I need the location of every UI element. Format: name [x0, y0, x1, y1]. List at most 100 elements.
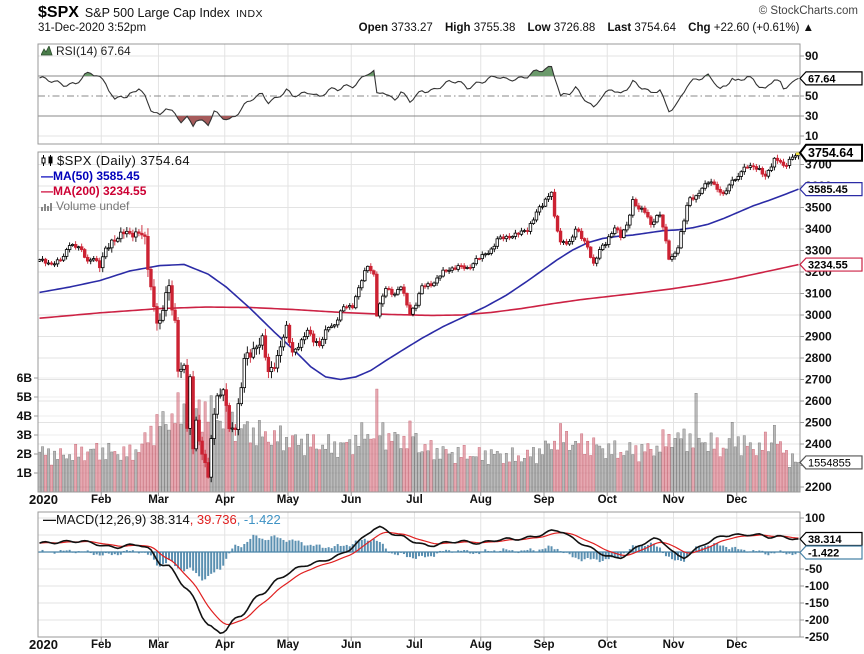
volume-value-box: 1554855 [799, 455, 863, 470]
macd-legend: —MACD(12,26,9) 38.314, 39.736, -1.422 [43, 512, 281, 527]
svg-text:2500: 2500 [805, 416, 832, 430]
axis-labels: 3700360035003400330032003100300029002800… [17, 49, 832, 652]
svg-text:Mar: Mar [148, 494, 169, 506]
ma50-legend-label: MA(50) 3585.45 [53, 169, 140, 183]
macd-line-swatch: — [43, 512, 56, 527]
svg-text:3B: 3B [17, 428, 33, 442]
svg-text:67.64: 67.64 [808, 73, 836, 85]
exchange: INDX [235, 8, 264, 20]
svg-text:Aug: Aug [470, 494, 492, 506]
chg-label: Chg [688, 22, 711, 34]
macd-legend-main: MACD(12,26,9) 38.314 [56, 512, 190, 527]
svg-text:-150: -150 [805, 596, 829, 610]
rsi-panel [37, 43, 801, 145]
svg-text:2700: 2700 [805, 373, 832, 387]
svg-text:-50: -50 [805, 562, 823, 576]
svg-text:10: 10 [805, 129, 819, 143]
svg-text:2900: 2900 [805, 330, 832, 344]
volume-legend-row: Volume undef [41, 199, 190, 215]
price-border [37, 151, 801, 493]
svg-text:Feb: Feb [91, 639, 111, 651]
value-boxes: 67.64 3754.64 3585.45 3234.55 1554855 38.314-… [798, 71, 863, 560]
candlestick-icon [41, 154, 54, 169]
copyright: © StockCharts.com [758, 5, 858, 17]
quote-row: Open 3733.27 High 3755.38 Low 3726.88 La… [350, 22, 814, 34]
macd-value-box: 38.314 [799, 531, 863, 547]
svg-text:-250: -250 [805, 630, 829, 644]
svg-text:-1.422: -1.422 [808, 547, 839, 559]
price-value-box: 3754.64 [798, 143, 863, 162]
open-label: Open [358, 22, 389, 34]
svg-text:Jul: Jul [406, 494, 423, 506]
svg-text:Oct: Oct [598, 494, 617, 506]
rsi-legend-label: RSI(14) 67.64 [56, 44, 131, 58]
svg-text:2400: 2400 [805, 437, 832, 451]
high-label: High [445, 22, 471, 34]
svg-text:Nov: Nov [663, 494, 685, 506]
last-price-highlight [795, 152, 800, 155]
volume-bars [38, 388, 800, 492]
index-name: S&P 500 Large Cap Index [84, 6, 230, 20]
svg-text:2800: 2800 [805, 351, 832, 365]
quote-datetime: 31-Dec-2020 3:52pm [38, 22, 147, 34]
rsi-indicator-icon [40, 44, 53, 60]
svg-text:2020: 2020 [29, 492, 58, 507]
svg-text:Jun: Jun [341, 639, 361, 651]
symbol: $SPX [38, 4, 79, 21]
svg-text:38.314: 38.314 [808, 534, 843, 546]
svg-text:5B: 5B [17, 390, 33, 404]
rsi-value-box: 67.64 [799, 71, 863, 86]
macd-legend-signal: , 39.736 [189, 512, 237, 527]
price-legend-row: $SPX (Daily) 3754.64 [41, 153, 190, 169]
svg-text:Aug: Aug [470, 639, 492, 651]
svg-text:May: May [277, 494, 300, 506]
macd-border [37, 511, 801, 638]
header: $SPX S&P 500 Large Cap Index INDX [38, 4, 263, 22]
low-value: 3726.88 [553, 22, 596, 34]
svg-text:Dec: Dec [726, 494, 748, 506]
rsi-line [39, 65, 799, 128]
svg-text:4B: 4B [17, 409, 33, 423]
ma50-legend-row: —MA(50) 3585.45 [41, 169, 190, 184]
svg-text:3300: 3300 [805, 244, 832, 258]
price-value-box: 3585.45 [799, 182, 863, 197]
svg-text:-200: -200 [805, 613, 829, 627]
svg-text:2600: 2600 [805, 394, 832, 408]
svg-text:May: May [277, 639, 300, 651]
svg-text:Dec: Dec [726, 639, 748, 651]
ma200-legend-label: MA(200) 3234.55 [53, 184, 147, 198]
rsi-oversold-fill [176, 116, 236, 127]
last-value: 3754.64 [634, 22, 676, 34]
svg-text:Mar: Mar [148, 639, 169, 651]
price-legend: $SPX (Daily) 3754.64 —MA(50) 3585.45 —MA… [41, 153, 190, 215]
svg-text:3400: 3400 [805, 222, 832, 236]
ma200-line-swatch: — [41, 184, 53, 198]
up-arrow-icon: ▲ [802, 22, 814, 34]
svg-text:Jul: Jul [406, 639, 423, 651]
macd-legend-hist: , -1.422 [236, 512, 281, 527]
gridlines [38, 44, 800, 638]
macd-signal-line [39, 531, 799, 626]
rsi-border [37, 43, 801, 145]
ma200-legend-row: —MA(200) 3234.55 [41, 184, 190, 199]
candles [38, 152, 800, 483]
moving-averages [39, 188, 799, 381]
volume-bars-icon [41, 200, 53, 215]
svg-text:3234.55: 3234.55 [808, 260, 848, 272]
svg-text:3754.64: 3754.64 [808, 146, 853, 160]
price-value-box: 3234.55 [799, 257, 863, 272]
svg-text:2020: 2020 [29, 637, 58, 652]
svg-text:30: 30 [805, 109, 819, 123]
volume-legend-label: Volume undef [56, 199, 130, 213]
svg-text:50: 50 [805, 89, 819, 103]
rsi-legend: RSI(14) 67.64 [40, 44, 131, 60]
svg-text:-100: -100 [805, 579, 829, 593]
last-label: Last [607, 22, 632, 34]
rsi-overbought-fill [83, 66, 710, 76]
svg-text:3500: 3500 [805, 201, 832, 215]
svg-text:Jun: Jun [341, 494, 361, 506]
ma50-line [39, 188, 799, 381]
svg-text:Nov: Nov [663, 639, 685, 651]
